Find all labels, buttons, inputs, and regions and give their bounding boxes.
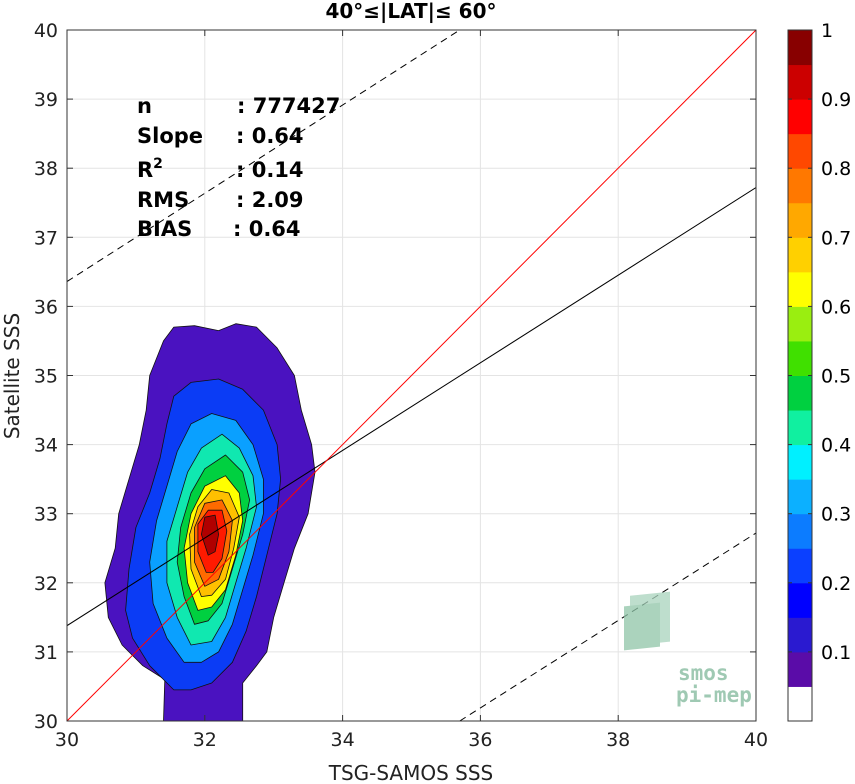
colorbar-tick-label: 0.3 [821,504,851,526]
identity-line [67,30,756,721]
stat-value: : 0.14 [236,158,304,182]
y-tick-label: 30 [34,711,58,733]
colorbar-segment [788,133,812,169]
logo-graphic-2 [624,602,660,651]
x-axis-ticks: 30 32 34 36 38 40 [55,30,768,751]
upper-bound-dashed-line [67,30,460,282]
colorbar-segment [788,686,812,722]
watermark-logo: smos pi-mep [624,591,752,707]
stat-value: : 777427 [237,94,340,118]
lower-bound-dashed-line [459,532,756,721]
colorbar-tick-label: 0.9 [821,89,851,111]
y-axis-ticks: 30 31 32 33 34 35 36 37 38 39 40 [34,20,756,733]
y-tick-label: 39 [34,89,58,111]
colorbar-segment [788,375,812,411]
colorbar-segment [788,168,812,204]
stat-value: : 2.09 [236,188,304,212]
y-tick-label: 32 [34,573,58,595]
reference-lines [67,30,756,721]
y-tick-label: 38 [34,158,58,180]
colorbar-segment [788,479,812,515]
x-tick-label: 32 [193,729,217,751]
colorbar-segment [788,64,812,100]
x-tick-label: 40 [744,729,768,751]
colorbar-segment [788,651,812,687]
y-tick-label: 36 [34,296,58,318]
logo-text-smos: smos [678,661,729,685]
logo-text-pimep: pi-mep [676,683,752,707]
x-tick-label: 34 [331,729,355,751]
x-axis-label: TSG-SAMOS SSS [328,761,494,784]
colorbar-segment [788,513,812,549]
colorbar-tick-label: 0.7 [821,227,851,249]
y-tick-label: 34 [34,435,58,457]
stat-value: : 0.64 [233,217,301,241]
x-tick-label: 38 [606,729,630,751]
colorbar: 0.1 0.2 0.3 0.4 0.5 0.6 0.7 0.8 0.9 1 [787,20,851,722]
stat-label: Slope [137,124,203,148]
y-tick-label: 33 [34,504,58,526]
colorbar-tick-label: 0.6 [821,296,851,318]
colorbar-segment [788,582,812,618]
density-contours [104,323,316,721]
colorbar-segment [788,237,812,273]
colorbar-segment [788,617,812,653]
chart-title: 40°≤|LAT|≤ 60° [325,0,496,23]
colorbar-segment [788,340,812,376]
y-tick-label: 37 [34,227,58,249]
colorbar-segment [788,271,812,307]
colorbar-tick-label: 0.8 [821,158,851,180]
colorbar-segment [788,548,812,584]
stat-label: BIAS [137,217,192,241]
stat-label: n [137,94,152,118]
colorbar-segment [788,410,812,446]
stat-label: RMS [137,188,189,212]
colorbar-segment [788,202,812,238]
y-tick-label: 35 [34,366,58,388]
colorbar-tick-label: 0.1 [821,642,851,664]
stat-label-superscript: 2 [153,156,163,172]
colorbar-tick-label: 0.4 [821,435,851,457]
x-tick-label: 30 [55,729,79,751]
colorbar-segment [788,99,812,135]
colorbar-tick-label: 0.2 [821,573,851,595]
x-tick-label: 36 [468,729,492,751]
colorbar-segment [788,306,812,342]
y-tick-label: 40 [34,20,58,42]
y-tick-label: 31 [34,642,58,664]
y-axis-label: Satellite SSS [0,313,24,439]
colorbar-segment [788,30,812,66]
regression-fit-line [67,187,756,627]
colorbar-tick-label: 0.5 [821,366,851,388]
colorbar-segment [788,444,812,480]
colorbar-tick-label: 1 [821,20,833,42]
stat-value: : 0.64 [236,124,304,148]
